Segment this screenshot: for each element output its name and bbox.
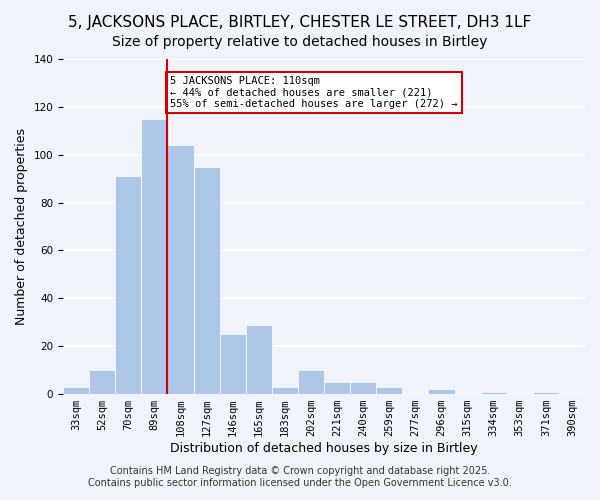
Bar <box>298 370 324 394</box>
Bar <box>376 387 403 394</box>
Bar <box>428 390 455 394</box>
Text: 5, JACKSONS PLACE, BIRTLEY, CHESTER LE STREET, DH3 1LF: 5, JACKSONS PLACE, BIRTLEY, CHESTER LE S… <box>68 15 532 30</box>
Bar <box>350 382 376 394</box>
Text: 5 JACKSONS PLACE: 110sqm
← 44% of detached houses are smaller (221)
55% of semi-: 5 JACKSONS PLACE: 110sqm ← 44% of detach… <box>170 76 458 109</box>
Bar <box>194 166 220 394</box>
Bar <box>115 176 142 394</box>
Bar <box>246 324 272 394</box>
Bar <box>167 145 194 394</box>
Text: Contains HM Land Registry data © Crown copyright and database right 2025.
Contai: Contains HM Land Registry data © Crown c… <box>88 466 512 487</box>
Bar <box>63 387 89 394</box>
Bar <box>481 392 507 394</box>
Bar <box>220 334 246 394</box>
X-axis label: Distribution of detached houses by size in Birtley: Distribution of detached houses by size … <box>170 442 478 455</box>
Text: Size of property relative to detached houses in Birtley: Size of property relative to detached ho… <box>112 35 488 49</box>
Y-axis label: Number of detached properties: Number of detached properties <box>15 128 28 325</box>
Bar <box>324 382 350 394</box>
Bar <box>89 370 115 394</box>
Bar <box>142 119 167 394</box>
Bar <box>533 392 559 394</box>
Bar <box>272 387 298 394</box>
